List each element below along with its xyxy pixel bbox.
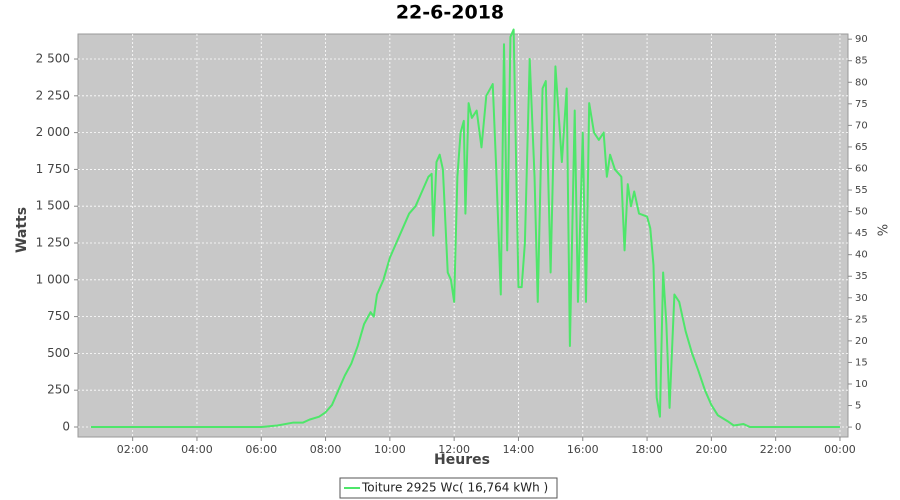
x-tick-label: 06:00 (245, 443, 277, 456)
legend-label: Toiture 2925 Wc( 16,764 kWh ) (361, 481, 548, 495)
x-tick-label: 20:00 (696, 443, 728, 456)
legend (339, 477, 558, 499)
plot-area (77, 33, 849, 438)
y-tick-label: 2 250 (36, 88, 70, 102)
y2-tick-label: 55 (855, 185, 868, 196)
x-tick-label: 14:00 (503, 443, 535, 456)
x-tick-label: 16:00 (567, 443, 599, 456)
x-tick-label: 10:00 (374, 443, 406, 456)
y2-tick-label: 30 (855, 293, 868, 304)
y-tick-label: 1 750 (36, 162, 70, 176)
y2-tick-label: 35 (855, 271, 868, 282)
y-tick-label: 1 000 (36, 272, 70, 286)
y2-tick-label: 90 (855, 34, 868, 45)
y-tick-label: 2 000 (36, 125, 70, 139)
x-axis-label: Heures (434, 452, 490, 468)
y2-tick-label: 45 (855, 228, 868, 239)
y2-axis-label: % (877, 224, 892, 236)
x-tick-label: 04:00 (181, 443, 213, 456)
y-tick-label: 1 250 (36, 236, 70, 250)
y2-tick-label: 50 (855, 207, 868, 218)
y-tick-label: 750 (47, 309, 70, 323)
y-tick-label: 1 500 (36, 199, 70, 213)
y2-tick-label: 25 (855, 314, 868, 325)
x-tick-label: 12:00 (438, 443, 470, 456)
series-line (90, 28, 840, 428)
y2-tick-label: 40 (855, 250, 868, 261)
x-tick-label: 00:00 (824, 443, 856, 456)
y2-tick-label: 60 (855, 163, 868, 174)
y2-tick-label: 80 (855, 77, 868, 88)
y2-tick-label: 75 (855, 99, 868, 110)
y2-tick-label: 85 (855, 56, 868, 67)
y2-tick-label: 70 (855, 120, 868, 131)
y2-tick-label: 15 (855, 357, 868, 368)
x-tick-label: 18:00 (631, 443, 663, 456)
x-tick-label: 02:00 (117, 443, 149, 456)
y-axis-label: Watts (14, 207, 30, 253)
y-tick-label: 0 (62, 419, 70, 433)
y-tick-label: 250 (47, 383, 70, 397)
x-tick-label: 08:00 (310, 443, 342, 456)
y2-tick-label: 5 (855, 401, 861, 412)
y2-tick-label: 10 (855, 379, 868, 390)
y-tick-label: 500 (47, 346, 70, 360)
y2-tick-label: 20 (855, 336, 868, 347)
y2-tick-label: 65 (855, 142, 868, 153)
y2-tick-label: 0 (855, 422, 861, 433)
y-tick-label: 2 500 (36, 52, 70, 66)
x-tick-label: 22:00 (760, 443, 792, 456)
chart-title: 22-6-2018 (396, 2, 504, 24)
